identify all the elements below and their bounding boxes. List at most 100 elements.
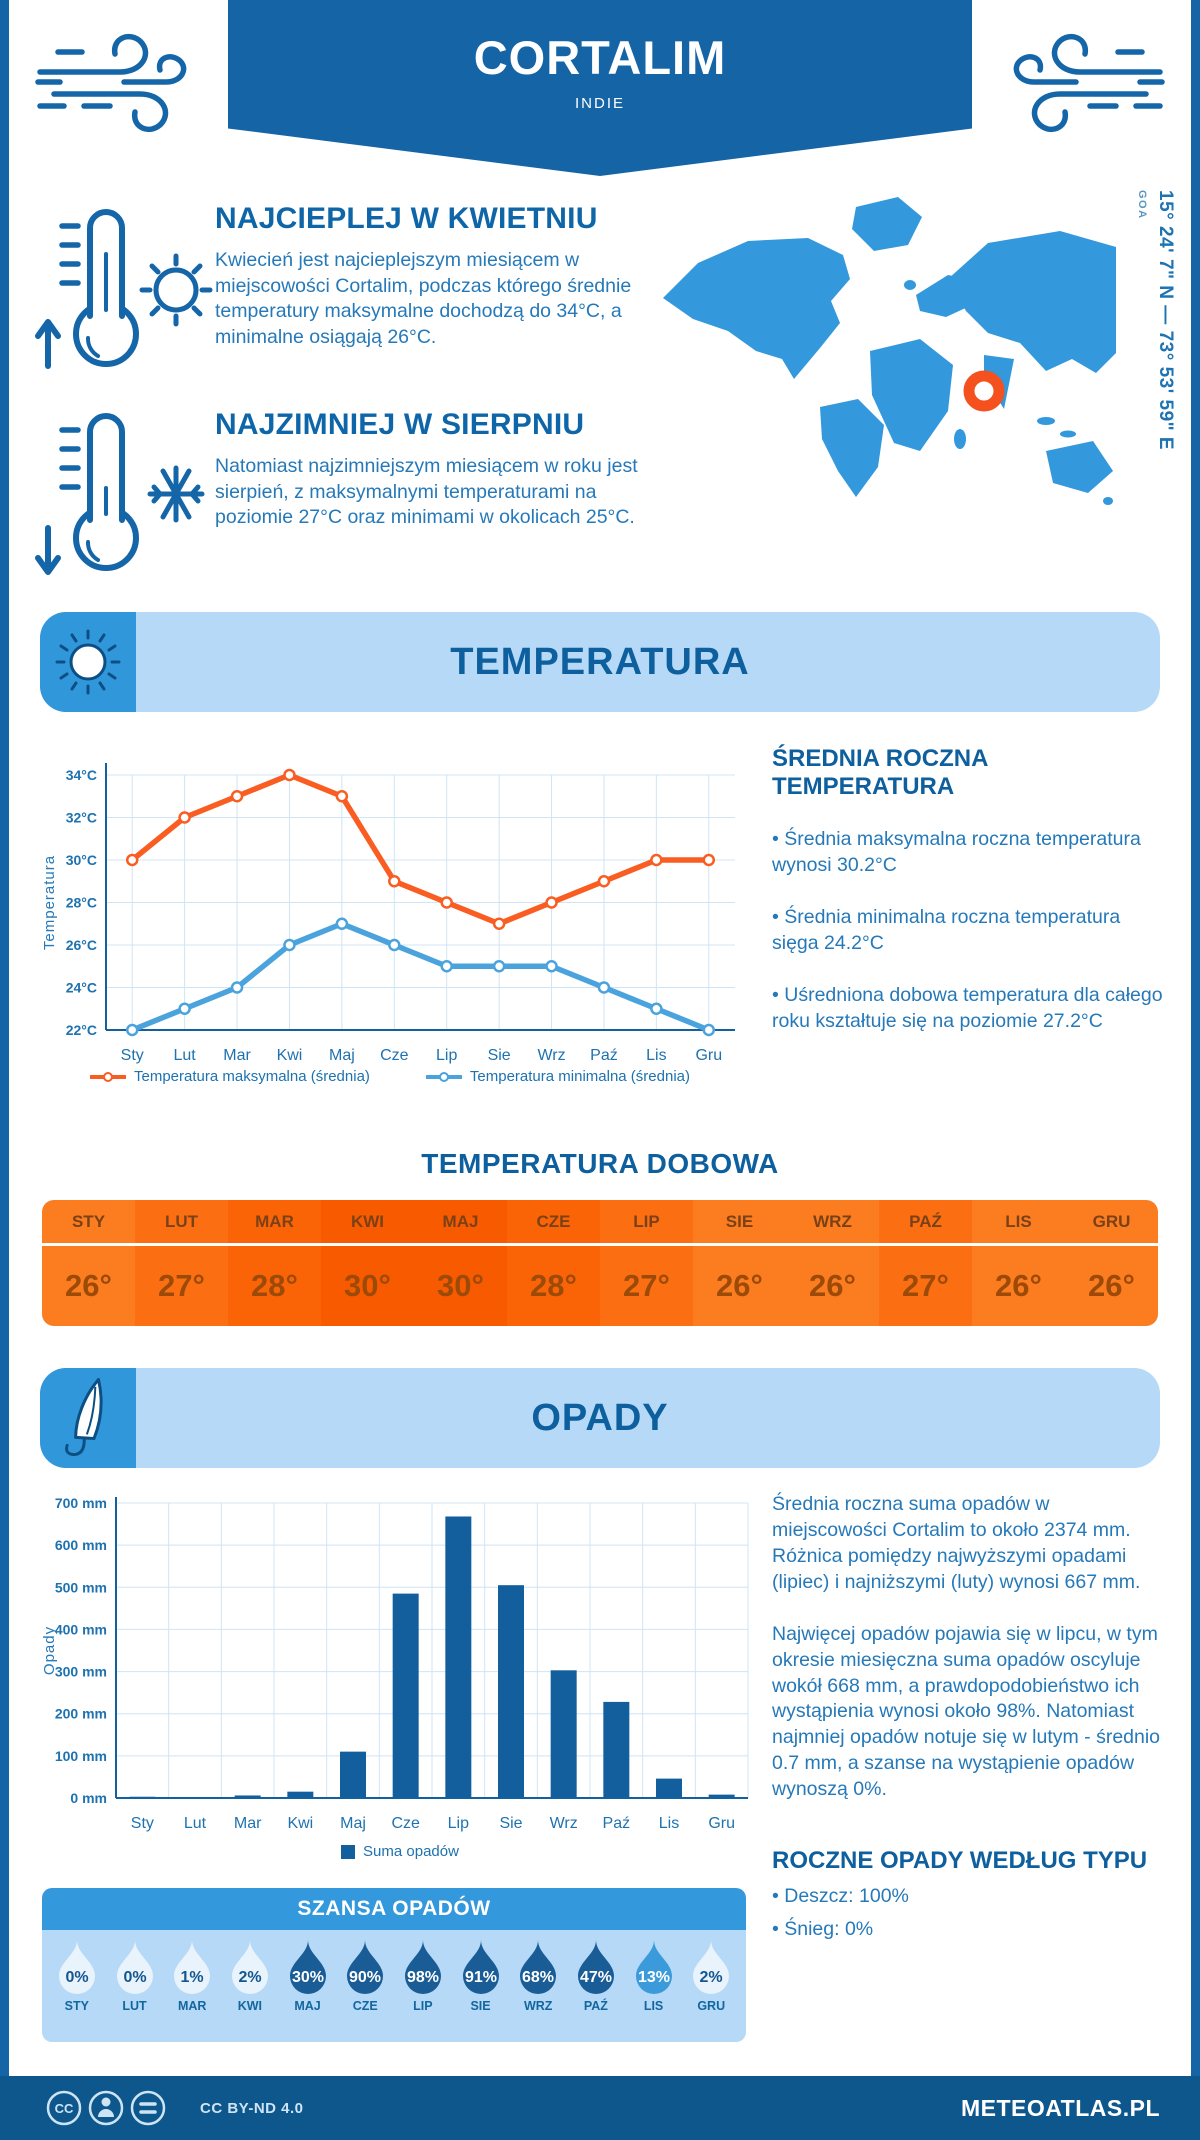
temperature-fact: • Średnia maksymalna roczna temperatura … — [772, 828, 1141, 876]
daily-table-month: MAR — [228, 1200, 321, 1246]
person-icon — [88, 2090, 124, 2126]
svg-text:0 mm: 0 mm — [70, 1790, 107, 1806]
daily-table-month: WRZ — [786, 1200, 879, 1246]
svg-text:CC: CC — [55, 2101, 74, 2116]
precipitation-chart-legend: Suma opadów — [40, 1843, 760, 1860]
chance-month: MAR — [177, 1999, 207, 2013]
temperature-summary-title: ŚREDNIA ROCZNA TEMPERATURA — [772, 745, 988, 800]
temperature-line-chart: 22°C 24°C 26°C 28°C 30°C 32°C 34°C Sty Lut Mar Kwi… — [40, 742, 740, 1087]
x-tick-label: Maj — [340, 1815, 366, 1832]
footer: CC CC BY-ND 4.0 METEOATLAS.PL — [0, 2076, 1200, 2140]
data-point — [492, 960, 506, 973]
water-drop-icon: 30% — [289, 1940, 326, 1994]
chance-drop-slot: 90% CZE — [336, 1930, 394, 2042]
svg-text:30°C: 30°C — [66, 852, 97, 868]
daily-temperature-title: TEMPERATURA DOBOWA — [421, 1148, 779, 1179]
data-point — [650, 1002, 663, 1015]
water-drop-icon: 13% — [635, 1940, 672, 1994]
data-point — [230, 790, 244, 803]
legend-label: Temperatura maksymalna (średnia) — [133, 1068, 370, 1085]
chance-drop-slot: 68% WRZ — [509, 1930, 567, 2042]
location-banner: CORTALIM INDIE — [228, 0, 972, 176]
bar — [656, 1778, 682, 1798]
bar — [708, 1794, 735, 1798]
chance-drop-slot: 91% SIE — [452, 1930, 510, 2042]
chance-drop-slot: 2% KWI — [221, 1930, 279, 2042]
bar — [603, 1701, 630, 1798]
coldest-month-block: NAJZIMNIEJ W SIERPNIU Natomiast najzimni… — [215, 408, 647, 531]
equals-icon — [130, 2090, 166, 2126]
daily-table-value: 26° — [972, 1246, 1065, 1326]
coordinates-label: 15° 24' 7" N — 73° 53' 59" E — [1155, 190, 1176, 451]
chance-month: LIS — [643, 1999, 664, 2013]
water-drop-icon: 90% — [347, 1940, 384, 1994]
sun-icon — [139, 253, 213, 327]
warmest-month-title: NAJCIEPLEJ W KWIETNIU — [215, 202, 598, 235]
precipitation-chance-title: SZANSA OPADÓW — [42, 1888, 746, 1930]
data-point — [545, 896, 558, 909]
svg-text:34°C: 34°C — [66, 767, 97, 783]
precipitation-chance-panel: SZANSA OPADÓW 0% STY 0% LUT 1% MAR 2% KWI 30% MAJ… — [42, 1888, 746, 2042]
precipitation-paragraph: Średnia roczna suma opadów w miejscowośc… — [772, 1493, 1141, 1593]
chance-month: PAŹ — [583, 1999, 608, 2013]
bar — [392, 1593, 419, 1798]
temperature-chart-legend: Temperatura maksymalna (średnia) Temperat… — [60, 1068, 720, 1085]
x-tick-label: Lis — [659, 1815, 679, 1832]
data-point — [440, 896, 453, 909]
data-point — [335, 790, 349, 803]
x-tick-label: Lut — [174, 1047, 197, 1064]
daily-table-value: 27° — [135, 1246, 228, 1326]
data-point — [230, 981, 244, 994]
wind-icon — [35, 33, 187, 133]
water-drop-icon: 2% — [231, 1940, 268, 1994]
svg-text:32°C: 32°C — [66, 810, 97, 826]
region-label: GOA — [1136, 190, 1148, 220]
temperature-fact: • Uśredniona dobowa temperatura dla całe… — [772, 983, 1163, 1032]
chance-drop-slot: 13% LIS — [625, 1930, 683, 2042]
x-tick-label: Sie — [499, 1815, 522, 1832]
svg-text:200 mm: 200 mm — [55, 1706, 107, 1722]
data-point — [125, 1023, 139, 1037]
svg-text:22°C: 22°C — [66, 1022, 97, 1038]
cc-icon — [46, 2090, 82, 2126]
data-point — [650, 853, 663, 867]
water-drop-icon: 68% — [520, 1940, 557, 1994]
precipitation-paragraph: Najwięcej opadów pojawia się w lipcu, w … — [772, 1622, 1161, 1801]
legend-swatch — [89, 1071, 126, 1082]
daily-table-value: 30° — [414, 1246, 507, 1326]
y-axis-title: Temperatura — [41, 855, 58, 950]
daily-table-value: 26° — [693, 1246, 786, 1326]
data-point — [283, 768, 296, 782]
data-point — [597, 875, 611, 888]
water-drop-icon: 1% — [174, 1940, 211, 1994]
site-label: METEOATLAS.PL — [960, 2094, 1160, 2121]
x-tick-label: Lut — [184, 1815, 207, 1832]
x-tick-label: Lip — [436, 1047, 457, 1064]
x-tick-label: Paź — [603, 1815, 631, 1832]
legend-swatch — [425, 1071, 462, 1082]
chance-month: CZE — [352, 1999, 378, 2013]
chance-value: 98% — [407, 1969, 439, 1986]
precipitation-chance-drops: 0% STY 0% LUT 1% MAR 2% KWI 30% MAJ 90% CZE 98% LIP 91… — [42, 1930, 746, 2042]
x-tick-label: Wrz — [537, 1047, 565, 1064]
daily-table-value: 26° — [42, 1246, 135, 1326]
chance-drop-slot: 1% MAR — [163, 1930, 221, 2042]
chance-drop-slot: 98% LIP — [394, 1930, 452, 2042]
license-label: CC BY-ND 4.0 — [200, 2099, 304, 2117]
svg-text:26°C: 26°C — [66, 937, 97, 953]
license-icons: CC CC BY-ND 4.0 — [44, 2086, 304, 2130]
umbrella-icon — [65, 1377, 103, 1457]
x-tick-label: Gru — [695, 1047, 722, 1064]
bar — [340, 1751, 366, 1798]
svg-text:600 mm: 600 mm — [55, 1537, 107, 1553]
chance-value: 91% — [465, 1969, 497, 1986]
temperature-fact: • Średnia minimalna roczna temperatura s… — [772, 905, 1121, 954]
daily-table-month: PAŹ — [879, 1200, 972, 1246]
line-series — [129, 772, 712, 927]
water-drop-icon: 47% — [577, 1940, 614, 1994]
chance-month: MAJ — [294, 1999, 321, 2013]
daily-table-value: 28° — [228, 1246, 321, 1326]
daily-table-month: GRU — [1065, 1200, 1158, 1246]
daily-table-value: 30° — [321, 1246, 414, 1326]
svg-text:300 mm: 300 mm — [55, 1664, 107, 1680]
